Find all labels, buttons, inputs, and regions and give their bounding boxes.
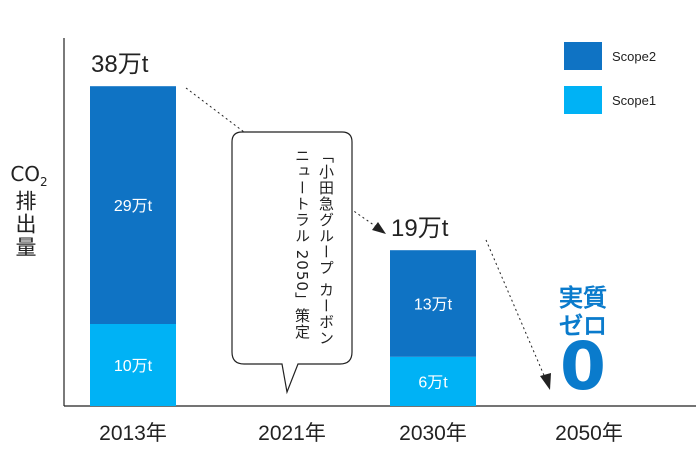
y-axis-label-subscript: 2 [40, 175, 48, 189]
trend-arrow-2021-2030 [337, 199, 379, 229]
x-tick-label: 2021年 [258, 422, 326, 445]
bar-value-label: 10万t [114, 358, 153, 375]
y-axis-label-emissions: 排出量 [13, 190, 37, 259]
x-tick-label: 2050年 [555, 422, 623, 445]
trend-arrowhead-2030 [372, 222, 386, 234]
totals-group: 38万t 19万t [91, 51, 449, 242]
bar-value-label: 13万t [414, 297, 453, 314]
bar-scope1 [90, 324, 176, 406]
trend-arrowhead-2050 [540, 373, 551, 390]
legend-swatch-scope2 [564, 42, 602, 70]
net-zero-value: 0 [560, 328, 606, 405]
bar-scope2 [90, 86, 176, 324]
x-tick-label: 2013年 [99, 422, 167, 445]
legend-swatch-scope1 [564, 86, 602, 114]
bars-group [90, 86, 476, 406]
bar-labels-group: 10万t 29万t 6万t 13万t [114, 198, 453, 391]
bar-total-label: 19万t [391, 215, 449, 242]
bar-value-label: 6万t [418, 374, 448, 391]
callout-bubble [231, 131, 353, 395]
legend: Scope2 Scope1 [564, 42, 656, 114]
y-axis-label-co: CO [10, 162, 41, 186]
legend-label-scope1: Scope1 [612, 93, 656, 108]
legend-label-scope2: Scope2 [612, 49, 656, 64]
bar-value-label: 29万t [114, 198, 153, 215]
x-tick-label: 2030年 [399, 422, 467, 445]
y-axis-label-co2: CO2 [6, 162, 52, 189]
net-zero-label: 実質ゼロ [559, 284, 607, 340]
callout-annotation-text: 「小田急グループ カーボンニュートラル 2050」策定 [293, 148, 335, 346]
bar-total-label: 38万t [91, 51, 149, 78]
trend-arrow-2030-2050 [485, 239, 547, 381]
trend-arrow-2013-2021 [185, 87, 245, 133]
bar-scope1 [390, 356, 476, 406]
bar-scope2 [390, 250, 476, 357]
x-tick-labels: 2013年 2021年 2030年 2050年 [99, 422, 623, 445]
